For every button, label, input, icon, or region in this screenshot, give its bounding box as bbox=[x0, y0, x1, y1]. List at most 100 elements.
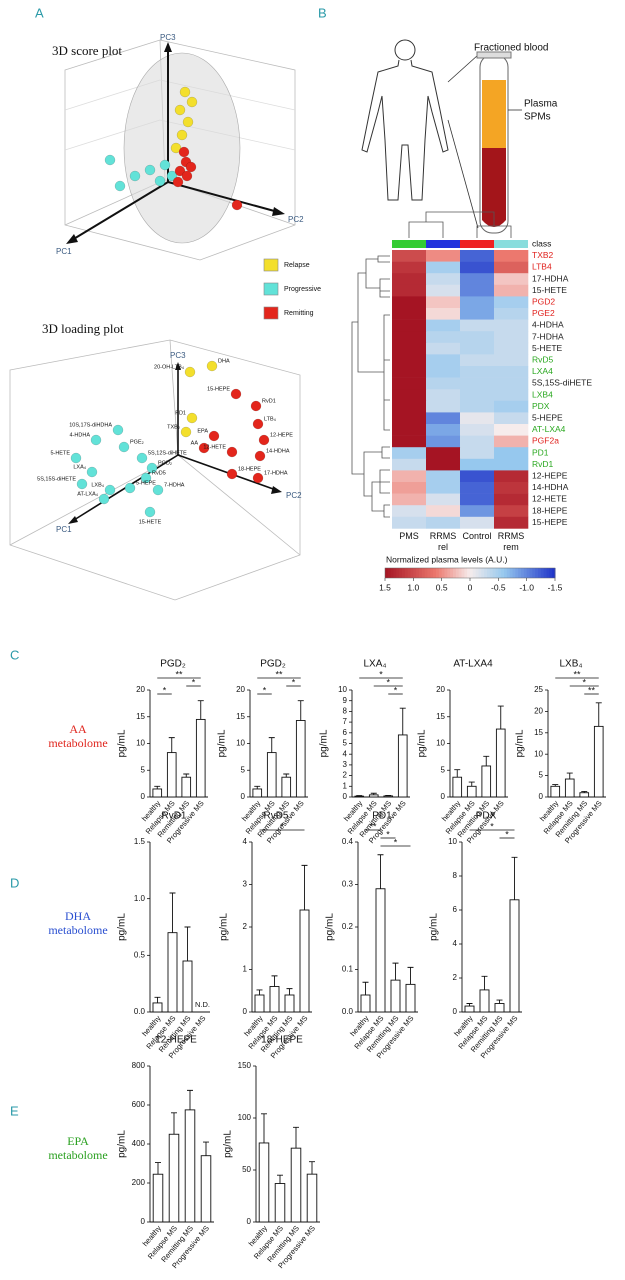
heatmap-cell bbox=[494, 412, 529, 425]
heatmap-cell bbox=[392, 389, 427, 402]
bar bbox=[383, 795, 394, 798]
tube-label: Fractioned blood bbox=[474, 43, 549, 54]
loading-label: 14-HDHA bbox=[266, 448, 290, 454]
error-bar bbox=[595, 702, 602, 727]
colorbar-slice bbox=[487, 568, 491, 578]
column-label: rel bbox=[438, 542, 448, 552]
colorbar-slice bbox=[404, 568, 409, 578]
heatmap-cell bbox=[392, 319, 427, 332]
loading-point bbox=[226, 468, 238, 480]
class-cell bbox=[460, 240, 494, 248]
heatmap-cell bbox=[494, 389, 529, 402]
colorbar-slice bbox=[492, 568, 496, 578]
y-tick-label: 25 bbox=[534, 685, 543, 694]
heatmap-cell bbox=[426, 342, 461, 355]
heatmap-cell bbox=[494, 400, 529, 413]
bar bbox=[252, 788, 263, 798]
metabolome-label: AA bbox=[69, 722, 87, 736]
colorbar-tick-label: 0 bbox=[468, 582, 473, 592]
error-bar bbox=[154, 996, 161, 1003]
y-tick-label: 7 bbox=[343, 717, 348, 726]
row-label: 4-HDHA bbox=[532, 320, 564, 330]
y-tick-label: 10 bbox=[338, 685, 347, 694]
blood-tube bbox=[476, 51, 512, 234]
row-label: TXB2 bbox=[532, 250, 554, 260]
heatmap-cell bbox=[460, 273, 495, 286]
colorbar-slice bbox=[441, 568, 445, 578]
y-tick-label: 0.3 bbox=[342, 880, 354, 889]
significance-label: ** bbox=[369, 821, 377, 831]
loading-label: 20-OH-LTB₄ bbox=[154, 364, 185, 370]
heatmap-cell bbox=[494, 470, 529, 483]
y-tick-label: 3 bbox=[243, 880, 248, 889]
value-label: N.D. bbox=[195, 1000, 210, 1009]
plasma-label: Plasma bbox=[524, 99, 558, 110]
column-label: PMS bbox=[399, 531, 419, 541]
heatmap-cell bbox=[426, 493, 461, 506]
column-label: RRMS bbox=[498, 531, 525, 541]
heatmap-cell bbox=[392, 447, 427, 460]
loading-label: 12-HETE bbox=[203, 444, 226, 450]
colorbar-slice bbox=[475, 568, 479, 578]
loading-point bbox=[104, 484, 116, 496]
axis-label: PC3 bbox=[160, 33, 176, 42]
loading-point bbox=[254, 450, 266, 462]
loading-label: RvD5 bbox=[152, 470, 166, 476]
bar bbox=[184, 1109, 196, 1223]
colorbar-slice bbox=[450, 568, 454, 578]
colorbar-slice bbox=[489, 568, 494, 578]
error-bar bbox=[283, 773, 290, 778]
y-tick-label: 0 bbox=[343, 792, 348, 801]
heatmap-cell bbox=[392, 435, 427, 448]
heatmap-cell bbox=[494, 261, 529, 274]
row-label: PD1 bbox=[532, 447, 549, 457]
loading-point bbox=[226, 446, 238, 458]
y-tick-label: 4 bbox=[243, 837, 248, 846]
bar bbox=[281, 776, 292, 798]
heatmap-cell bbox=[460, 493, 495, 506]
heatmap-cell bbox=[426, 447, 461, 460]
y-tick-label: 0 bbox=[441, 792, 446, 801]
row-label: 15-HEPE bbox=[532, 517, 568, 527]
heatmap-cell bbox=[460, 331, 495, 344]
bar bbox=[579, 792, 590, 798]
y-tick-label: 15 bbox=[136, 712, 145, 721]
connector bbox=[447, 119, 479, 229]
significance-label: * bbox=[386, 677, 390, 687]
legend-swatch bbox=[263, 282, 279, 296]
colorbar-slice bbox=[458, 568, 462, 578]
colorbar-slice bbox=[540, 568, 545, 578]
y-tick-label: 0.4 bbox=[342, 837, 354, 846]
y-tick-label: 5 bbox=[539, 771, 544, 780]
y-tick-label: 3 bbox=[343, 760, 348, 769]
heatmap-cell bbox=[426, 458, 461, 471]
y-axis-label: pg/mL bbox=[219, 913, 230, 941]
y-tick-label: 8 bbox=[343, 707, 348, 716]
error-bar bbox=[309, 1161, 315, 1175]
legend-label: Progressive bbox=[284, 286, 321, 293]
error-bar bbox=[399, 707, 406, 735]
bar bbox=[495, 728, 506, 798]
colorbar-slice bbox=[407, 568, 411, 578]
significance-label: * bbox=[379, 669, 383, 679]
significance-label: * bbox=[263, 685, 267, 695]
bar bbox=[452, 776, 463, 798]
loading-label: 18-HEPE bbox=[238, 466, 261, 472]
heatmap-cell bbox=[494, 331, 529, 344]
error-bar bbox=[481, 975, 488, 990]
error-bar bbox=[483, 755, 490, 766]
significance-label: * bbox=[292, 677, 296, 687]
score-point bbox=[181, 170, 193, 182]
heatmap-cell bbox=[460, 400, 495, 413]
bar bbox=[368, 794, 379, 798]
y-tick-label: 10 bbox=[448, 837, 457, 846]
row-label: 15-HETE bbox=[532, 285, 567, 295]
y-tick-label: 150 bbox=[238, 1061, 252, 1070]
heatmap-cell bbox=[494, 505, 529, 518]
heatmap-cell bbox=[494, 284, 529, 297]
y-tick-label: 20 bbox=[136, 685, 145, 694]
